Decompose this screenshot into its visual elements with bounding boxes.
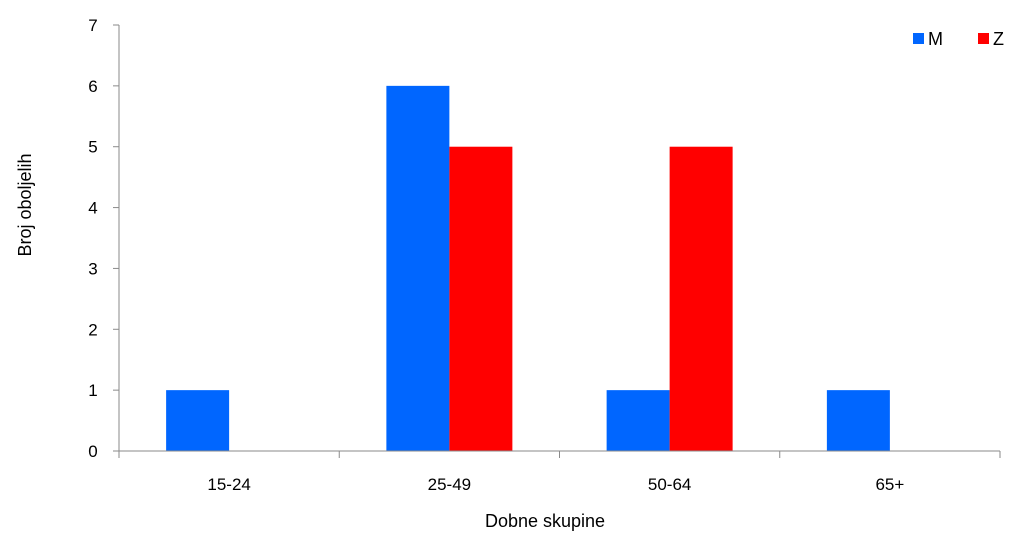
legend-swatch-m: [913, 33, 924, 44]
y-tick-label: 0: [88, 442, 97, 461]
y-tick-label: 5: [88, 138, 97, 157]
x-axis-title: Dobne skupine: [485, 511, 605, 531]
bar-m-65+: [826, 390, 890, 451]
x-tick-label: 15-24: [207, 475, 250, 494]
bar-m-25-49: [386, 85, 450, 451]
legend-label-z: Z: [993, 29, 1004, 49]
legend-swatch-z: [978, 33, 989, 44]
x-ticks: 15-24 25-49 50-64 65+: [118, 451, 1001, 494]
bar-m-15-24: [166, 390, 230, 451]
y-tick-label: 7: [88, 16, 97, 35]
y-tick-label: 3: [88, 259, 97, 278]
plot-area: [166, 85, 890, 451]
x-tick-label: 65+: [875, 475, 904, 494]
y-tick-label: 2: [88, 320, 97, 339]
y-tick-label: 4: [88, 199, 97, 218]
x-tick-label: 50-64: [648, 475, 691, 494]
bar-m-50-64: [606, 390, 670, 451]
axes: [118, 25, 1000, 452]
x-tick-label: 25-49: [428, 475, 471, 494]
y-axis-title: Broj oboljelih: [15, 153, 35, 256]
bar-z-25-49: [449, 146, 513, 451]
y-tick-label: 1: [88, 381, 97, 400]
bar-z-50-64: [669, 146, 733, 451]
legend-label-m: M: [928, 29, 943, 49]
y-ticks: 0 1 2 3 4 5 6 7: [88, 16, 119, 461]
y-tick-label: 6: [88, 77, 97, 96]
